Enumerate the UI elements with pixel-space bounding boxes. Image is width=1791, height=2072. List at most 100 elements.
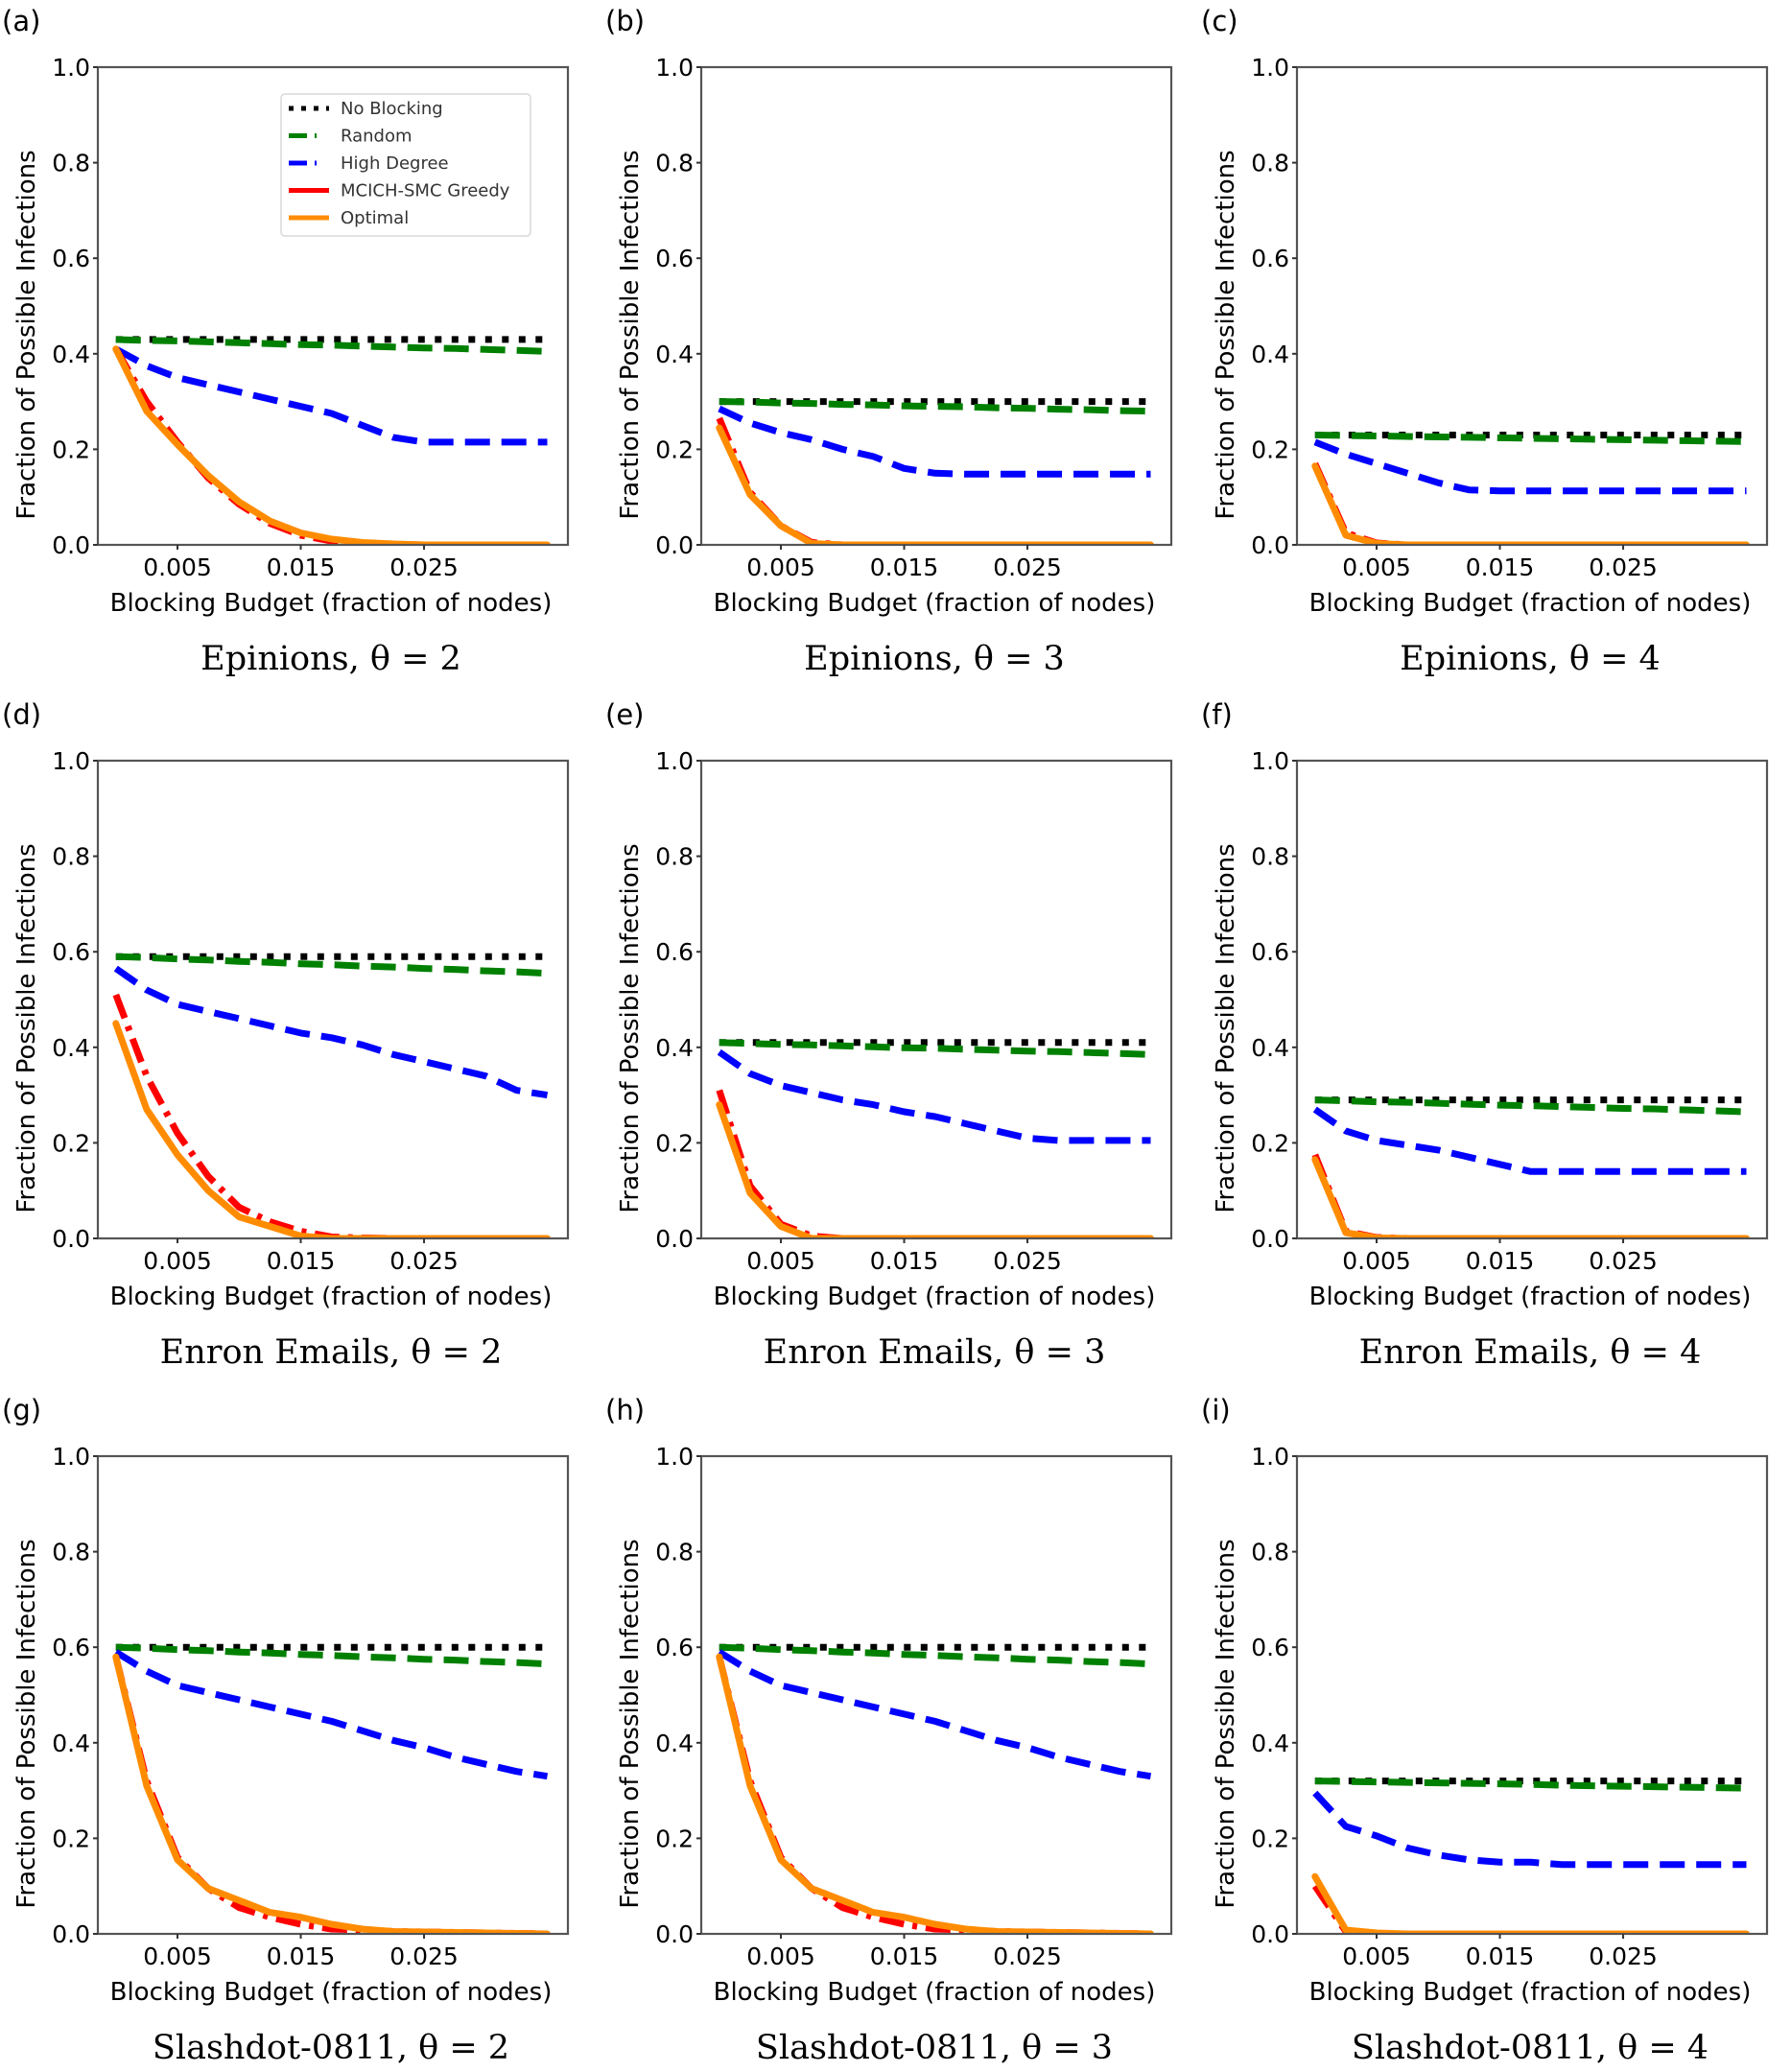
y-tick-label: 0.8	[1251, 150, 1289, 177]
x-axis-label: Blocking Budget (fraction of nodes)	[1309, 1978, 1752, 2007]
y-tick-label: 1.0	[655, 1443, 694, 1471]
series-line-high-degree	[113, 1649, 549, 1780]
x-tick-label: 0.015	[870, 1942, 939, 1970]
y-tick-label: 0.8	[655, 1539, 694, 1566]
series-line-high-degree	[1312, 1106, 1747, 1175]
y-tick-label: 0.6	[655, 245, 694, 272]
x-tick-label: 0.005	[746, 1247, 815, 1275]
y-tick-label: 1.0	[655, 747, 694, 775]
panel-label: (i)	[1201, 1394, 1231, 1426]
y-tick-label: 1.0	[52, 747, 90, 775]
x-tick-label: 0.005	[143, 1247, 212, 1275]
y-tick-label: 1.0	[1251, 747, 1289, 775]
series-group	[716, 1643, 1154, 1934]
series-line-optimal	[716, 1101, 1154, 1238]
panel-e: (e) 0.0 0.2 0.4 0.6 0.8 1.0 0.005 0.015 0.025 Bloc…	[605, 698, 1173, 1372]
x-tick-label: 0.015	[1466, 1247, 1535, 1275]
x-axis-label: Blocking Budget (fraction of nodes)	[110, 1978, 553, 2007]
series-group	[716, 398, 1154, 545]
y-tick-label: 0.6	[1251, 938, 1289, 966]
panel-title: Epinions, θ = 2	[200, 640, 461, 678]
legend-item: No Blocking	[289, 99, 443, 119]
legend-label: No Blocking	[341, 99, 443, 119]
y-axis-label: Fraction of Possible Infections	[12, 843, 41, 1213]
y-tick-label: 1.0	[655, 54, 694, 82]
panels-grid: (a) 0.0 0.2 0.4 0.6 0.8 1.0 0.005 0.015 0.025 Bloc…	[2, 5, 1769, 2067]
panel-g: (g) 0.0 0.2 0.4 0.6 0.8 1.0 0.005 0.015 0.025 Bloc…	[2, 1394, 570, 2067]
y-tick-label: 0.6	[52, 1634, 90, 1661]
legend-item: MCICH-SMC Greedy	[289, 181, 510, 201]
series-line-high-degree	[1313, 438, 1747, 495]
panel-h: (h) 0.0 0.2 0.4 0.6 0.8 1.0 0.005 0.015 0.025 Bloc…	[605, 1394, 1173, 2067]
x-tick-label: 0.015	[1466, 553, 1535, 581]
x-tick-label: 0.005	[143, 553, 212, 581]
x-tick-label: 0.025	[1589, 553, 1658, 581]
series-line-high-degree	[114, 345, 548, 446]
y-tick-label: 0.4	[1251, 1730, 1289, 1757]
x-tick-label: 0.025	[993, 553, 1062, 581]
y-axis-label: Fraction of Possible Infections	[12, 150, 41, 519]
series-line-high-degree	[1312, 1790, 1747, 1869]
y-tick-label: 0.0	[1251, 1225, 1289, 1253]
y-tick-label: 0.0	[52, 1920, 90, 1948]
plot-frame	[699, 759, 1173, 1240]
series-group	[112, 953, 551, 1238]
y-tick-label: 0.2	[1251, 1825, 1289, 1852]
y-tick-label: 0.2	[655, 1825, 694, 1852]
series-group	[112, 336, 551, 545]
panel-a: (a) 0.0 0.2 0.4 0.6 0.8 1.0 0.005 0.015 0.025 Bloc…	[2, 5, 570, 678]
plot-frame	[1295, 65, 1769, 547]
panel-title: Slashdot-0811, θ = 4	[1352, 2029, 1709, 2067]
y-tick-label: 0.6	[655, 938, 694, 966]
x-tick-label: 0.005	[1342, 1247, 1411, 1275]
series-line-high-degree	[717, 1048, 1151, 1144]
y-tick-label: 0.2	[655, 1129, 694, 1157]
y-tick-label: 0.2	[52, 436, 90, 463]
y-tick-label: 0.4	[655, 1034, 694, 1062]
x-tick-label: 0.005	[746, 553, 815, 581]
x-axis-label: Blocking Budget (fraction of nodes)	[110, 589, 553, 618]
y-tick-label: 0.4	[655, 341, 694, 368]
panel-label: (g)	[2, 1394, 41, 1426]
legend-item: Optimal	[289, 208, 409, 228]
legend-item: Random	[289, 127, 412, 147]
y-tick-label: 0.4	[52, 341, 90, 368]
x-tick-label: 0.005	[1342, 553, 1411, 581]
series-line-optimal	[716, 1653, 1154, 1934]
y-tick-label: 0.4	[1251, 1034, 1289, 1062]
y-axis-label: Fraction of Possible Infections	[1212, 1539, 1240, 1908]
series-line-high-degree	[717, 1649, 1152, 1780]
x-tick-label: 0.015	[870, 1247, 939, 1275]
panel-b: (b) 0.0 0.2 0.4 0.6 0.8 1.0 0.005 0.015 0.025 Bloc…	[605, 5, 1173, 678]
series-line-optimal	[112, 345, 551, 545]
plot-frame	[699, 65, 1173, 547]
panel-label: (c)	[1201, 5, 1238, 37]
x-tick-label: 0.025	[389, 553, 459, 581]
y-tick-label: 0.6	[52, 245, 90, 272]
y-tick-label: 0.2	[52, 1825, 90, 1852]
legend-label: High Degree	[341, 153, 449, 174]
y-axis-label: Fraction of Possible Infections	[12, 1539, 41, 1908]
legend-label: MCICH-SMC Greedy	[341, 181, 510, 201]
x-tick-label: 0.005	[1342, 1942, 1411, 1970]
series-line-high-degree	[718, 405, 1151, 478]
x-tick-label: 0.015	[267, 553, 336, 581]
x-tick-label: 0.025	[993, 1942, 1062, 1970]
legend-label: Optimal	[341, 208, 409, 228]
y-tick-label: 0.6	[52, 938, 90, 966]
x-axis-label: Blocking Budget (fraction of nodes)	[714, 1978, 1156, 2007]
plot-frame	[1295, 759, 1769, 1240]
y-tick-label: 1.0	[52, 54, 90, 82]
panel-title: Slashdot-0811, θ = 3	[756, 2029, 1113, 2067]
y-axis-label: Fraction of Possible Infections	[1212, 150, 1240, 519]
series-line-optimal	[112, 1653, 551, 1934]
panel-c: (c) 0.0 0.2 0.4 0.6 0.8 1.0 0.005 0.015 0.025 Bloc…	[1201, 5, 1769, 678]
legend-item: High Degree	[289, 153, 449, 174]
y-tick-label: 0.2	[52, 1129, 90, 1157]
y-tick-label: 0.2	[1251, 1129, 1289, 1157]
y-tick-label: 0.4	[1251, 341, 1289, 368]
panel-f: (f) 0.0 0.2 0.4 0.6 0.8 1.0 0.005 0.015 0.025 Bloc…	[1201, 698, 1769, 1372]
y-tick-label: 0.6	[1251, 1634, 1289, 1661]
y-tick-label: 0.8	[52, 150, 90, 177]
